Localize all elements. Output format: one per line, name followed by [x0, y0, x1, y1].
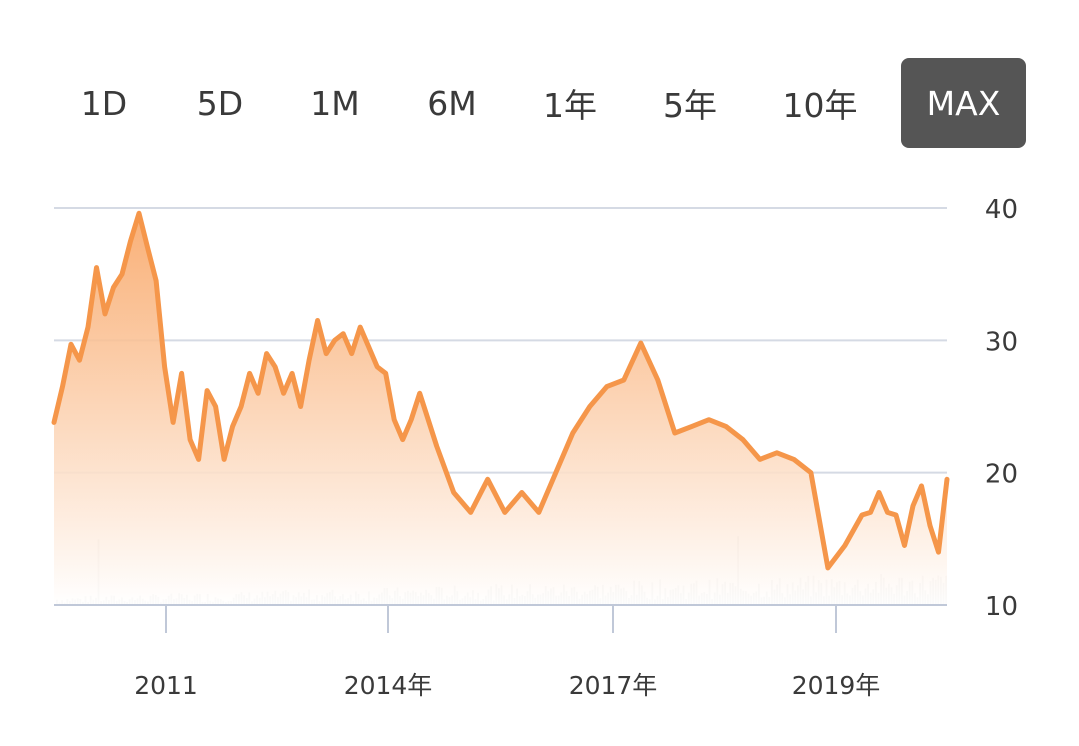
x-tick-label: 2019年 [792, 671, 881, 700]
tab-5d[interactable]: 5D [196, 83, 244, 123]
tab-1年[interactable]: 1年 [543, 86, 597, 125]
price-line [51, 210, 950, 571]
y-tick-label: 40 [985, 195, 1018, 225]
x-tick-label: 2011 [134, 671, 198, 700]
y-axis-labels: 40 30 20 10 [985, 195, 1018, 622]
tab-6m[interactable]: 6M [427, 83, 477, 123]
x-axis-labels: 2011 2014年 2017年 2019年 [134, 605, 880, 700]
price-area-fill [54, 213, 947, 606]
tab-1d[interactable]: 1D [80, 83, 128, 123]
tab-10年[interactable]: 10年 [782, 86, 858, 125]
x-tick-label: 2014年 [344, 671, 433, 700]
x-tick-label: 2017年 [569, 671, 658, 700]
y-tick-label: 30 [985, 327, 1018, 357]
tab-5年[interactable]: 5年 [663, 86, 717, 125]
y-tick-label: 20 [985, 460, 1018, 490]
range-tabs: 1D 5D 1M 6M 1年 5年 10年 MAX [0, 0, 1079, 160]
tab-max[interactable]: MAX [901, 58, 1026, 148]
tab-1m[interactable]: 1M [310, 83, 360, 123]
y-tick-label: 10 [985, 592, 1018, 622]
